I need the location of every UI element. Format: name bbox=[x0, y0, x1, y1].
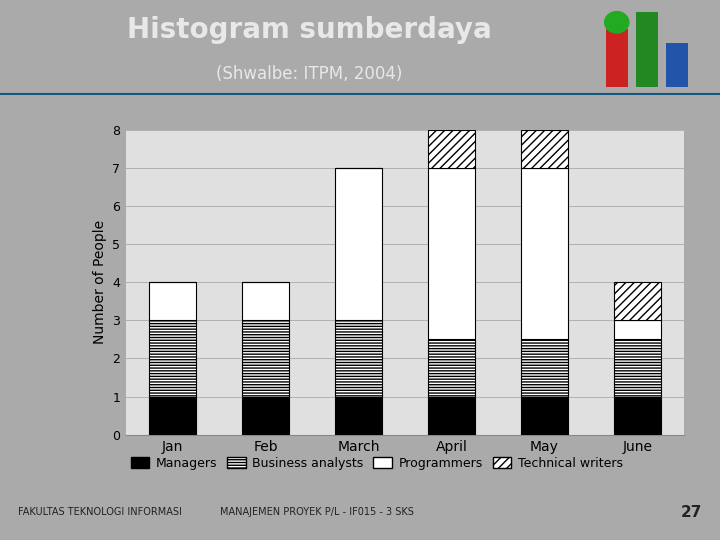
Y-axis label: Number of People: Number of People bbox=[93, 220, 107, 344]
Text: (Shwalbe: ITPM, 2004): (Shwalbe: ITPM, 2004) bbox=[217, 65, 402, 83]
Bar bbox=[242, 320, 289, 396]
Bar bbox=[636, 11, 658, 87]
Bar bbox=[428, 339, 474, 396]
Bar bbox=[242, 396, 289, 435]
Legend: Managers, Business analysts, Programmers, Technical writers: Managers, Business analysts, Programmers… bbox=[125, 451, 628, 475]
Bar bbox=[614, 320, 661, 339]
Bar bbox=[242, 282, 289, 320]
Text: MANAJEMEN PROYEK P/L - IF015 - 3 SKS: MANAJEMEN PROYEK P/L - IF015 - 3 SKS bbox=[220, 508, 414, 517]
Bar bbox=[614, 396, 661, 435]
Bar bbox=[666, 43, 688, 87]
Bar bbox=[428, 130, 474, 168]
Bar bbox=[428, 168, 474, 339]
Bar bbox=[149, 320, 196, 396]
Bar bbox=[336, 320, 382, 396]
Bar bbox=[521, 396, 568, 435]
Bar bbox=[336, 396, 382, 435]
Bar bbox=[521, 130, 568, 168]
Bar bbox=[521, 339, 568, 396]
Bar bbox=[336, 168, 382, 320]
Bar bbox=[428, 396, 474, 435]
Bar bbox=[614, 282, 661, 320]
Circle shape bbox=[605, 11, 629, 33]
Bar bbox=[149, 282, 196, 320]
Bar bbox=[521, 168, 568, 339]
Text: FAKULTAS TEKNOLOGI INFORMASI: FAKULTAS TEKNOLOGI INFORMASI bbox=[18, 508, 182, 517]
Bar bbox=[606, 30, 628, 87]
Bar bbox=[614, 339, 661, 396]
Text: 27: 27 bbox=[680, 505, 702, 520]
Text: Histogram sumberdaya: Histogram sumberdaya bbox=[127, 16, 492, 44]
Bar bbox=[149, 396, 196, 435]
